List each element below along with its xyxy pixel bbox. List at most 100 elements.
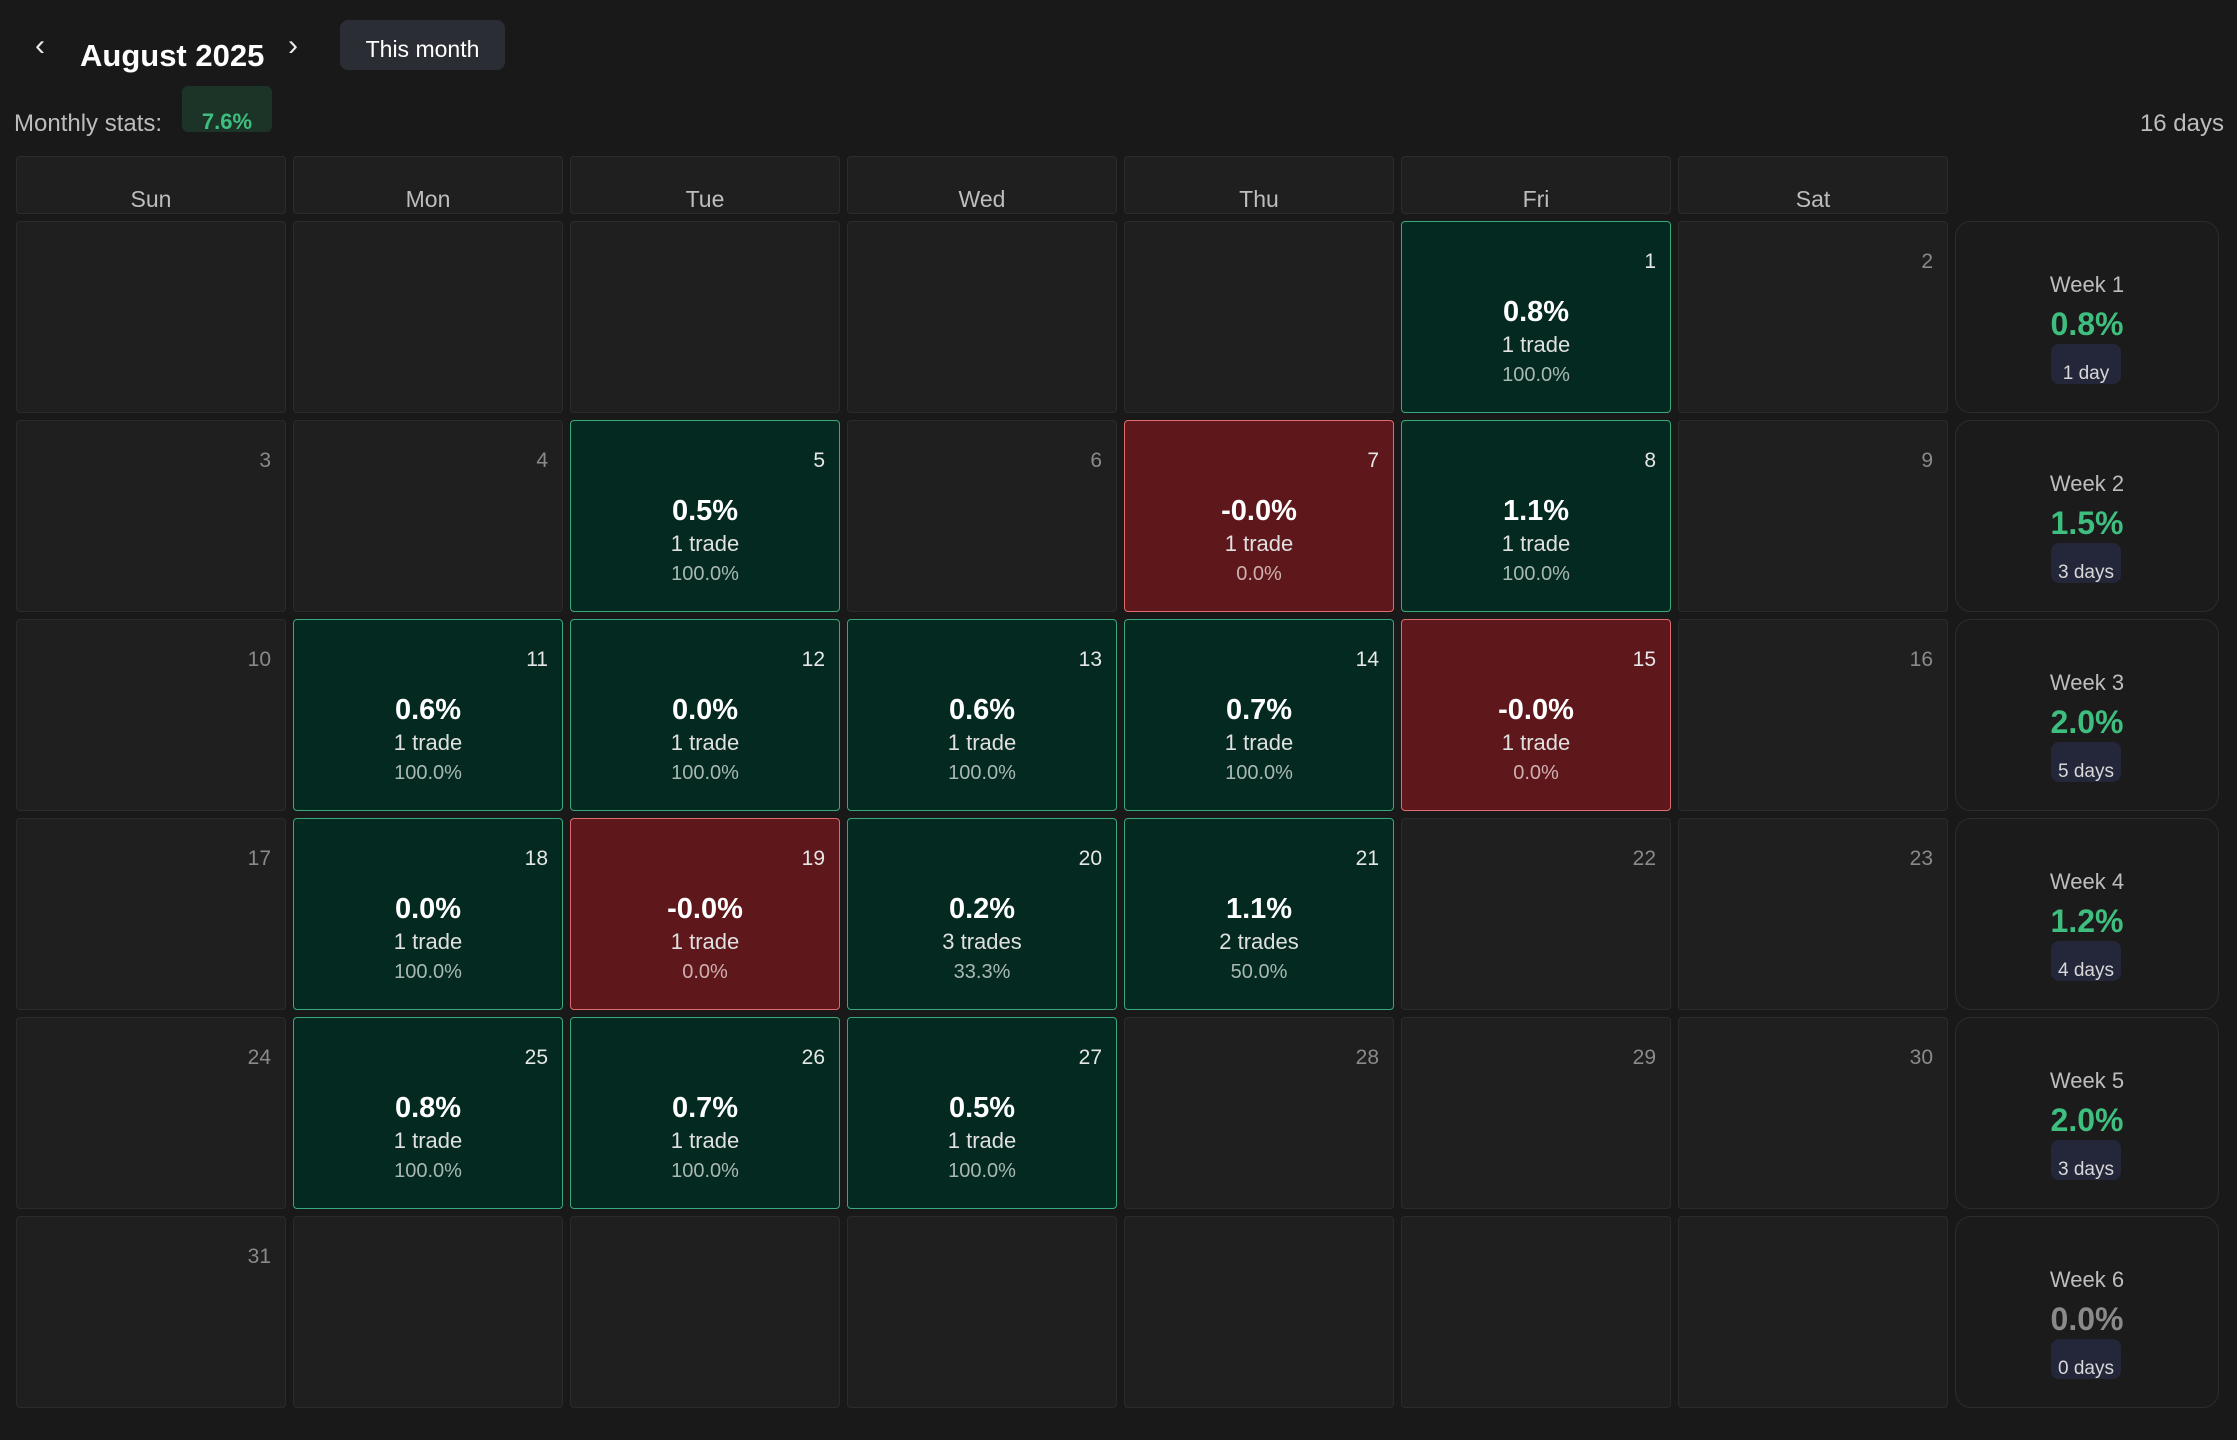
day-number: 14 bbox=[1355, 648, 1379, 671]
chevron-left-icon[interactable]: ‹ bbox=[35, 29, 45, 62]
day-cell-19[interactable]: 19 -0.0% 1 trade 0.0% bbox=[570, 818, 840, 1010]
day-number: 29 bbox=[1632, 1046, 1656, 1069]
day-cell-8[interactable]: 8 1.1% 1 trade 100.0% bbox=[1401, 420, 1671, 612]
day-win-rate: 100.0% bbox=[671, 1160, 739, 1182]
day-cell-20[interactable]: 20 0.2% 3 trades 33.3% bbox=[847, 818, 1117, 1010]
day-cell-25[interactable]: 25 0.8% 1 trade 100.0% bbox=[293, 1017, 563, 1209]
day-cell-24[interactable]: 24 bbox=[16, 1017, 286, 1209]
week-pnl: 2.0% bbox=[2050, 1102, 2124, 1138]
week-days-badge: 0 days bbox=[2051, 1339, 2121, 1379]
week-days-badge: 5 days bbox=[2051, 742, 2121, 782]
day-win-rate: 0.0% bbox=[1513, 762, 1559, 784]
day-number: 12 bbox=[801, 648, 825, 671]
day-number: 22 bbox=[1632, 847, 1656, 870]
weekday-header-wed: Wed bbox=[847, 156, 1117, 214]
day-cell-1[interactable]: 1 0.8% 1 trade 100.0% bbox=[1401, 221, 1671, 413]
day-cell-empty bbox=[1124, 1216, 1394, 1408]
day-trade-count: 1 trade bbox=[947, 730, 1017, 755]
day-cell-29[interactable]: 29 bbox=[1401, 1017, 1671, 1209]
day-cell-27[interactable]: 27 0.5% 1 trade 100.0% bbox=[847, 1017, 1117, 1209]
day-number: 9 bbox=[1921, 449, 1933, 472]
day-cell-9[interactable]: 9 bbox=[1678, 420, 1948, 612]
day-cell-5[interactable]: 5 0.5% 1 trade 100.0% bbox=[570, 420, 840, 612]
week-days-badge: 4 days bbox=[2051, 941, 2121, 981]
week-summary-4: Week 4 1.2% 4 days bbox=[1955, 818, 2219, 1010]
day-cell-empty bbox=[570, 221, 840, 413]
day-cell-16[interactable]: 16 bbox=[1678, 619, 1948, 811]
monthly-stats-label: Monthly stats: bbox=[14, 110, 163, 137]
chevron-right-icon[interactable]: › bbox=[288, 29, 298, 62]
weekday-header-sat: Sat bbox=[1678, 156, 1948, 214]
day-win-rate: 100.0% bbox=[394, 1160, 462, 1182]
day-win-rate: 50.0% bbox=[1230, 961, 1288, 983]
day-cell-6[interactable]: 6 bbox=[847, 420, 1117, 612]
day-cell-empty bbox=[1124, 221, 1394, 413]
day-cell-7[interactable]: 7 -0.0% 1 trade 0.0% bbox=[1124, 420, 1394, 612]
day-pnl: 0.5% bbox=[671, 495, 739, 527]
weekday-header-mon: Mon bbox=[293, 156, 563, 214]
day-trade-count: 1 trade bbox=[393, 1128, 463, 1153]
day-number: 23 bbox=[1909, 847, 1933, 870]
day-win-rate: 100.0% bbox=[1502, 364, 1570, 386]
day-pnl: 0.8% bbox=[1502, 296, 1570, 328]
monthly-days-count: 16 days bbox=[2139, 110, 2224, 137]
day-cell-23[interactable]: 23 bbox=[1678, 818, 1948, 1010]
weekday-header-sun: Sun bbox=[16, 156, 286, 214]
day-cell-17[interactable]: 17 bbox=[16, 818, 286, 1010]
day-cell-10[interactable]: 10 bbox=[16, 619, 286, 811]
day-number: 6 bbox=[1090, 449, 1102, 472]
week-pnl: 2.0% bbox=[2050, 704, 2124, 740]
day-pnl: 0.0% bbox=[394, 893, 462, 925]
day-trade-count: 1 trade bbox=[1224, 531, 1294, 556]
day-win-rate: 0.0% bbox=[682, 961, 728, 983]
day-pnl: 0.5% bbox=[948, 1092, 1016, 1124]
day-cell-11[interactable]: 11 0.6% 1 trade 100.0% bbox=[293, 619, 563, 811]
day-cell-empty bbox=[1401, 1216, 1671, 1408]
week-days-badge: 3 days bbox=[2051, 1140, 2121, 1180]
day-cell-31[interactable]: 31 bbox=[16, 1216, 286, 1408]
day-trade-count: 1 trade bbox=[1501, 332, 1571, 357]
day-cell-13[interactable]: 13 0.6% 1 trade 100.0% bbox=[847, 619, 1117, 811]
day-cell-30[interactable]: 30 bbox=[1678, 1017, 1948, 1209]
day-cell-28[interactable]: 28 bbox=[1124, 1017, 1394, 1209]
day-pnl: 0.8% bbox=[394, 1092, 462, 1124]
day-number: 2 bbox=[1921, 250, 1933, 273]
month-title: August 2025 bbox=[80, 38, 265, 73]
day-cell-empty bbox=[570, 1216, 840, 1408]
day-pnl: 1.1% bbox=[1502, 495, 1570, 527]
day-win-rate: 100.0% bbox=[1502, 563, 1570, 585]
day-number: 13 bbox=[1078, 648, 1102, 671]
day-cell-22[interactable]: 22 bbox=[1401, 818, 1671, 1010]
day-cell-empty bbox=[1678, 1216, 1948, 1408]
day-cell-12[interactable]: 12 0.0% 1 trade 100.0% bbox=[570, 619, 840, 811]
day-number: 18 bbox=[524, 847, 548, 870]
day-cell-21[interactable]: 21 1.1% 2 trades 50.0% bbox=[1124, 818, 1394, 1010]
week-summary-3: Week 3 2.0% 5 days bbox=[1955, 619, 2219, 811]
day-number: 26 bbox=[801, 1046, 825, 1069]
day-trade-count: 1 trade bbox=[670, 1128, 740, 1153]
day-trade-count: 2 trades bbox=[1219, 929, 1299, 954]
weekday-header-thu: Thu bbox=[1124, 156, 1394, 214]
weekday-header-fri: Fri bbox=[1401, 156, 1671, 214]
day-win-rate: 100.0% bbox=[1225, 762, 1293, 784]
day-cell-3[interactable]: 3 bbox=[16, 420, 286, 612]
day-cell-4[interactable]: 4 bbox=[293, 420, 563, 612]
day-pnl: 0.0% bbox=[671, 694, 739, 726]
day-number: 21 bbox=[1355, 847, 1379, 870]
day-trade-count: 1 trade bbox=[670, 531, 740, 556]
day-number: 31 bbox=[247, 1245, 271, 1268]
day-number: 1 bbox=[1644, 250, 1656, 273]
week-label: Week 3 bbox=[2049, 670, 2125, 695]
this-month-button[interactable]: This month bbox=[340, 20, 505, 70]
day-number: 25 bbox=[524, 1046, 548, 1069]
day-cell-14[interactable]: 14 0.7% 1 trade 100.0% bbox=[1124, 619, 1394, 811]
day-cell-26[interactable]: 26 0.7% 1 trade 100.0% bbox=[570, 1017, 840, 1209]
day-cell-2[interactable]: 2 bbox=[1678, 221, 1948, 413]
day-cell-empty bbox=[847, 221, 1117, 413]
week-pnl: 0.0% bbox=[2050, 1301, 2124, 1337]
week-label: Week 6 bbox=[2049, 1267, 2125, 1292]
day-number: 5 bbox=[813, 449, 825, 472]
day-cell-18[interactable]: 18 0.0% 1 trade 100.0% bbox=[293, 818, 563, 1010]
weekday-header-tue: Tue bbox=[570, 156, 840, 214]
day-cell-15[interactable]: 15 -0.0% 1 trade 0.0% bbox=[1401, 619, 1671, 811]
